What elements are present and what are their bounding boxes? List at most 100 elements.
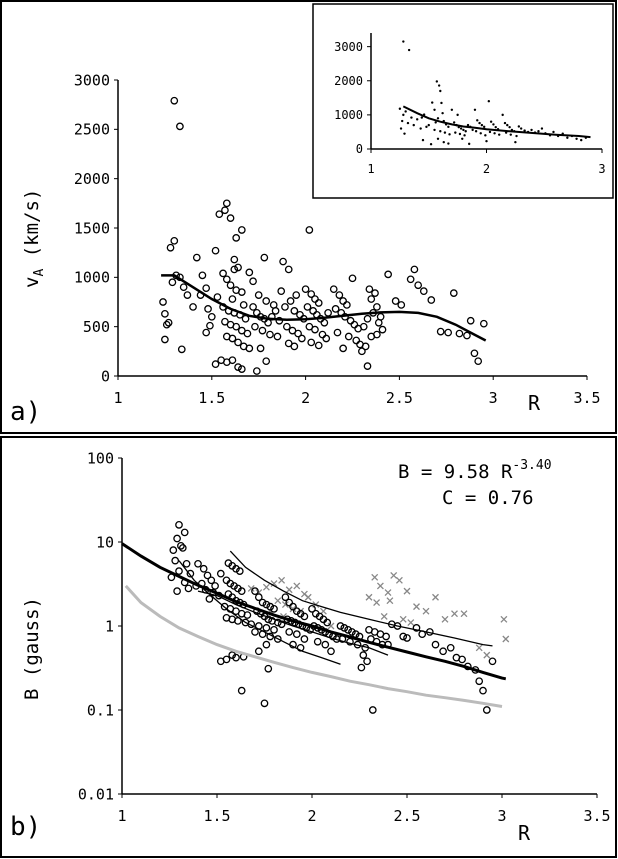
inset-data-point <box>419 127 422 130</box>
inset-data-point <box>407 48 411 52</box>
inset-data-point <box>478 121 481 125</box>
inset-data-point <box>450 108 454 111</box>
panel-a-x-tick-label: 3 <box>489 389 498 407</box>
panel-b-cross-point <box>422 607 430 615</box>
inset-data-point <box>459 127 463 130</box>
panel-b-data-point <box>348 628 356 636</box>
panel-a-data-point <box>301 285 310 294</box>
panel-b-data-point <box>264 664 273 673</box>
inset-data-point <box>435 80 439 83</box>
panel-a-data-point <box>262 357 271 366</box>
panel-b-data-point <box>251 628 259 636</box>
panel-b-data-point <box>178 544 187 552</box>
inset-data-point <box>566 136 569 139</box>
panel-b-data-point <box>336 622 345 630</box>
panel-b-cross-point <box>371 573 379 581</box>
panel-a-data-point <box>339 297 347 305</box>
inset-data-point <box>454 131 457 134</box>
panel-b-data-point <box>207 576 216 585</box>
panel-b-cross-point <box>278 576 286 584</box>
panel-a-x-tick-label: 1 <box>113 389 122 407</box>
panel-a-data-point <box>329 285 338 294</box>
panel-a-data-point <box>303 303 312 311</box>
inset-data-point <box>462 128 465 132</box>
panel-a-data-point <box>307 290 316 298</box>
panel-b-data-point <box>237 587 246 595</box>
panel-a-data-point <box>202 284 211 293</box>
panel-b-cross-point <box>432 593 439 601</box>
panel-b-data-point <box>289 602 297 611</box>
panel-a-data-point <box>296 310 304 319</box>
panel-b-data-point <box>211 582 219 590</box>
inset-frame <box>312 3 614 199</box>
panel-b-y-tick-label: 1 <box>105 617 114 635</box>
panel-a-data-point <box>284 265 293 274</box>
panel-b-cross-point <box>274 597 282 605</box>
inset-data-point <box>515 134 518 138</box>
panel-a-data-point <box>359 322 368 331</box>
panel-a-data-point <box>290 342 299 351</box>
panel-a-ylabel-unit: (km/s) <box>21 189 43 269</box>
panel-b-cross-point <box>304 593 312 601</box>
panel-a-data-point <box>228 295 237 303</box>
panel-b-data-point <box>399 632 408 641</box>
panel-a-data-point <box>258 326 267 335</box>
panel-a-data-point <box>297 334 306 343</box>
panel-b-cross-point <box>441 615 449 623</box>
panel-a-data-point <box>344 332 353 341</box>
panel-a-data-point <box>309 307 317 315</box>
panel-a-data-point <box>414 281 423 290</box>
panel-b-cross-point <box>373 599 381 607</box>
panel-a-y-tick-label: 1500 <box>74 219 110 237</box>
panel-a-data-point <box>266 330 274 339</box>
panel-a-data-point <box>470 349 479 358</box>
inset-data-point <box>489 120 493 123</box>
panel-a-data-point <box>245 268 254 277</box>
panel-a-data-point <box>331 305 340 313</box>
panel-a-data-point <box>230 255 239 264</box>
panel-a-data-point <box>335 291 344 299</box>
panel-b-y-tick-label: 0.01 <box>78 785 114 803</box>
inset-data-point <box>482 125 486 129</box>
panel-a-data-point <box>348 274 357 283</box>
panel-a-frame <box>0 0 617 434</box>
panel-a-label: a) <box>10 397 41 427</box>
panel-b-data-point <box>171 556 180 565</box>
inset-data-point <box>439 89 442 93</box>
panel-b-data-point <box>184 584 193 593</box>
panel-b-xlabel: R <box>518 821 531 845</box>
fit-equation-main: B = 9.58 R <box>398 461 513 483</box>
panel-b-data-point <box>344 625 352 634</box>
panel-a-y-tick-label: 500 <box>83 318 110 336</box>
panel-b-cross-point <box>502 635 510 643</box>
inset-data-point <box>420 116 424 119</box>
fit-equation-exponent: -3.40 <box>512 458 551 473</box>
panel-a-data-point <box>230 265 239 274</box>
panel-b-data-point <box>285 628 294 636</box>
panel-b-data-point <box>258 598 267 607</box>
panel-a-data-point <box>260 253 269 262</box>
panel-b-frame <box>0 436 617 858</box>
panel-a-data-point <box>290 307 299 315</box>
inset-data-point <box>421 138 425 142</box>
inset-data-point <box>436 117 440 120</box>
panel-a-data-point <box>215 210 224 219</box>
panel-b-cross-point <box>289 605 297 613</box>
panel-a-data-point <box>168 278 177 287</box>
inset-data-point <box>443 131 447 134</box>
panel-a-data-point <box>264 318 272 327</box>
panel-a-data-point <box>365 285 374 294</box>
inset-data-point <box>476 119 479 122</box>
panel-b-data-point <box>173 587 181 595</box>
inset-data-point <box>461 137 464 140</box>
panel-b-data-point <box>439 647 447 656</box>
panel-b-data-point <box>368 706 377 714</box>
panel-b-thin-curve <box>197 590 389 656</box>
panel-a-ylabel-sub: A <box>32 269 47 277</box>
panel-a-data-point <box>406 275 415 284</box>
panel-a-data-point <box>378 325 387 334</box>
panel-a-y-tick-label: 1000 <box>74 269 110 287</box>
inset-data-point <box>537 130 540 133</box>
panel-b-cross-point <box>285 586 293 594</box>
panel-b-data-point <box>482 706 491 714</box>
